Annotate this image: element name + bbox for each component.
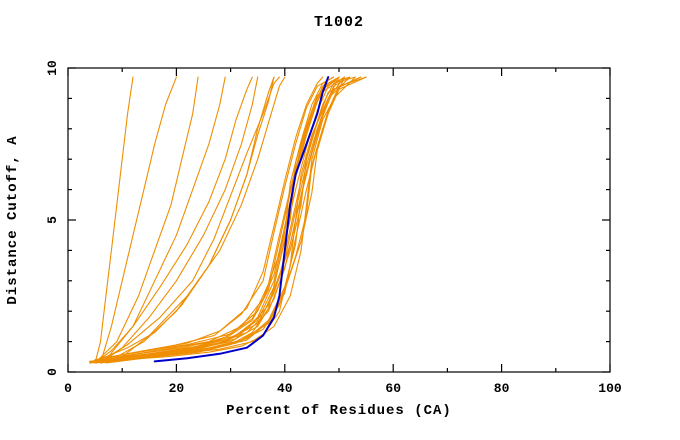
model-curve: [94, 76, 335, 361]
model-curve: [105, 76, 226, 361]
x-tick-label: 20: [169, 381, 185, 396]
model-curve: [94, 76, 134, 364]
x-tick-label: 100: [598, 381, 622, 396]
x-axis-label: Percent of Residues (CA): [226, 403, 452, 419]
highlighted-model-curve: [153, 76, 330, 363]
x-tick-label: 80: [494, 381, 510, 396]
model-curve: [89, 76, 340, 364]
model-curve: [99, 76, 280, 362]
model-curve: [99, 76, 340, 361]
x-tick-label: 40: [277, 381, 293, 396]
y-tick-label: 10: [45, 60, 60, 76]
plot-area: 0 20 40 60 80 100 0 5 10: [45, 60, 622, 396]
model-curve: [105, 76, 367, 362]
model-curve: [94, 76, 199, 364]
model-curve: [99, 76, 177, 364]
model-curve: [121, 76, 286, 358]
y-tick-label: 0: [45, 368, 60, 376]
y-tick-label: 5: [45, 216, 60, 224]
model-curve: [89, 76, 275, 364]
x-tick-label: 60: [385, 381, 401, 396]
model-curve: [94, 76, 345, 362]
model-curve: [94, 76, 340, 364]
model-curve: [94, 76, 253, 364]
model-curve: [105, 76, 367, 364]
model-curve: [99, 76, 351, 359]
x-tick-label: 0: [64, 381, 72, 396]
chart-title: T1002: [314, 14, 364, 31]
model-curve: [99, 76, 259, 364]
y-axis-label: Distance Cutoff, A: [5, 135, 21, 304]
model-curve: [99, 76, 356, 364]
